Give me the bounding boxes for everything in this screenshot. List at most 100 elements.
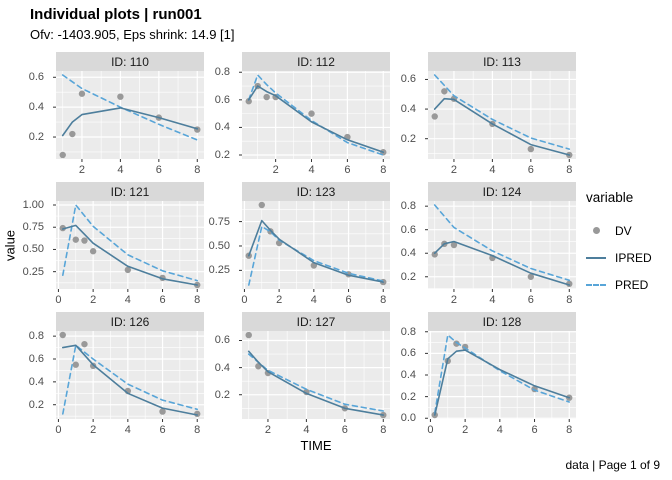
ipred-line — [248, 219, 384, 283]
x-axis-title: TIME — [300, 438, 332, 453]
y-tick-label: 0.8 — [28, 330, 44, 343]
x-tick-label: 0 — [427, 424, 434, 436]
ipred-line — [62, 224, 198, 286]
page-title: Individual plots | run001 — [30, 6, 202, 23]
x-tick-labels: 2 4 6 8 — [56, 161, 204, 176]
y-tick-label: 0.2 — [214, 388, 230, 401]
ipred-line — [61, 107, 199, 137]
dv-point — [124, 266, 132, 274]
x-tick-label: 6 — [159, 424, 166, 436]
dv-point — [263, 93, 270, 101]
ipred-line — [247, 85, 385, 153]
x-tick-label: 4 — [124, 294, 131, 306]
x-tick-label: 4 — [489, 294, 496, 306]
facet-128: ID: 128 0.0 0.2 0.4 0.6 0.8 0 2 4 6 8 — [390, 312, 576, 436]
dv-point — [527, 273, 535, 280]
facet-strip: ID: 123 — [242, 182, 390, 201]
y-tick-label: 0.2 — [400, 270, 416, 283]
y-tick-label: 0.6 — [28, 353, 44, 365]
y-tick-labels: 0.0 0.2 0.4 0.6 0.8 — [390, 326, 422, 423]
facet-panel — [239, 71, 390, 162]
x-tick-label: 6 — [531, 424, 538, 436]
y-tick-labels: 0.2 0.4 0.6 — [390, 71, 422, 159]
facet-112: ID: 112 0.2 0.4 0.6 0.8 2 4 6 8 — [204, 52, 390, 176]
facet-strip: ID: 112 — [242, 52, 390, 71]
y-tick-label: 0.6 — [28, 71, 44, 84]
y-tick-labels: 0.2 0.4 0.6 0.8 — [390, 201, 422, 289]
y-tick-label: 0.4 — [400, 247, 416, 260]
y-tick-label: 0.6 — [400, 73, 416, 86]
dv-point — [69, 130, 76, 138]
y-tick-label: 0.2 — [28, 398, 44, 411]
y-tick-labels: 0.2 0.4 0.6 0.8 — [204, 67, 236, 161]
x-tick-labels: 0 2 4 6 8 — [55, 421, 204, 436]
pred-line — [247, 353, 385, 412]
legend: variable DV IPRED PRED — [586, 190, 652, 298]
dv-point — [527, 145, 535, 153]
y-tick-label: 0.4 — [28, 101, 44, 114]
ipred-line — [247, 350, 385, 416]
dv-point — [78, 90, 86, 97]
facet-panel — [239, 201, 390, 292]
x-tick-label: 2 — [90, 294, 97, 306]
y-tick-label: 0.2 — [214, 149, 230, 161]
facet-126: ID: 126 0.2 0.4 0.6 0.8 0 2 4 6 8 — [18, 312, 204, 436]
legend-label-dv: DV — [615, 223, 632, 238]
y-tick-label: 0.75 — [208, 215, 230, 228]
facet-panel — [425, 201, 576, 292]
dv-point — [72, 361, 79, 368]
x-tick-label: 8 — [194, 164, 201, 176]
x-tick-labels: 0 2 4 6 8 — [55, 291, 204, 306]
pred-line — [433, 74, 571, 150]
x-tick-label: 8 — [380, 164, 387, 176]
y-tick-label: 0.6 — [400, 347, 416, 360]
x-tick-label: 6 — [159, 294, 166, 306]
facet-panel — [239, 331, 390, 422]
y-axis-title: value — [2, 229, 18, 262]
y-tick-label: 0.6 — [400, 223, 416, 236]
y-tick-label: 0.8 — [214, 66, 230, 79]
y-tick-labels: 0.2 0.4 0.6 — [18, 71, 50, 159]
y-tick-labels: 0.2 0.4 0.6 0.8 — [18, 331, 50, 419]
x-tick-labels: 0 2 4 6 8 — [427, 421, 576, 436]
pred-line — [433, 204, 571, 282]
ipred-line-icon — [586, 256, 606, 259]
y-tick-label: 0.25 — [22, 265, 44, 278]
facet-strip: ID: 124 — [428, 182, 576, 201]
ipred-line — [433, 240, 571, 286]
y-tick-label: 0.50 — [22, 243, 44, 256]
dv-point — [59, 151, 66, 159]
y-tick-label: 1.00 — [22, 199, 44, 211]
x-tick-label: 8 — [566, 164, 573, 176]
x-tick-label: 4 — [124, 424, 131, 436]
legend-title: variable — [586, 190, 634, 205]
facet-124: ID: 124 0.2 0.4 0.6 0.8 2 4 6 8 — [390, 182, 576, 306]
facet-strip: ID: 121 — [56, 182, 204, 201]
ipred-line — [434, 349, 570, 416]
dv-point — [159, 408, 166, 415]
facet-grid: ID: 110 0.2 0.4 0.6 2 4 6 8 ID: 112 0.2 0.4 0.6 0.8 2… — [18, 52, 576, 436]
dv-point — [117, 93, 124, 100]
y-tick-label: 0.2 — [400, 132, 416, 145]
pred-line — [434, 334, 570, 414]
x-tick-label: 4 — [303, 424, 310, 436]
x-tick-label: 8 — [566, 294, 573, 306]
x-tick-label: 2 — [272, 164, 279, 176]
pred-dashed-line-icon — [586, 283, 606, 286]
x-tick-label: 4 — [489, 164, 496, 176]
ipred-line — [62, 344, 198, 416]
facet-panel — [53, 71, 204, 162]
legend-label-pred: PRED — [615, 277, 649, 292]
dv-point — [245, 331, 252, 339]
x-tick-label: 2 — [78, 164, 85, 176]
x-tick-label: 2 — [90, 424, 97, 436]
y-tick-label: 0.6 — [214, 334, 230, 347]
y-tick-label: 0.2 — [28, 131, 44, 144]
facet-panel — [425, 71, 576, 162]
x-tick-label: 4 — [310, 294, 317, 306]
x-tick-label: 4 — [496, 424, 503, 436]
x-tick-label: 4 — [117, 164, 124, 176]
dv-point — [89, 362, 97, 370]
legend-item-ipred: IPRED — [586, 244, 652, 271]
x-tick-labels: 0 2 4 6 8 — [241, 291, 390, 306]
